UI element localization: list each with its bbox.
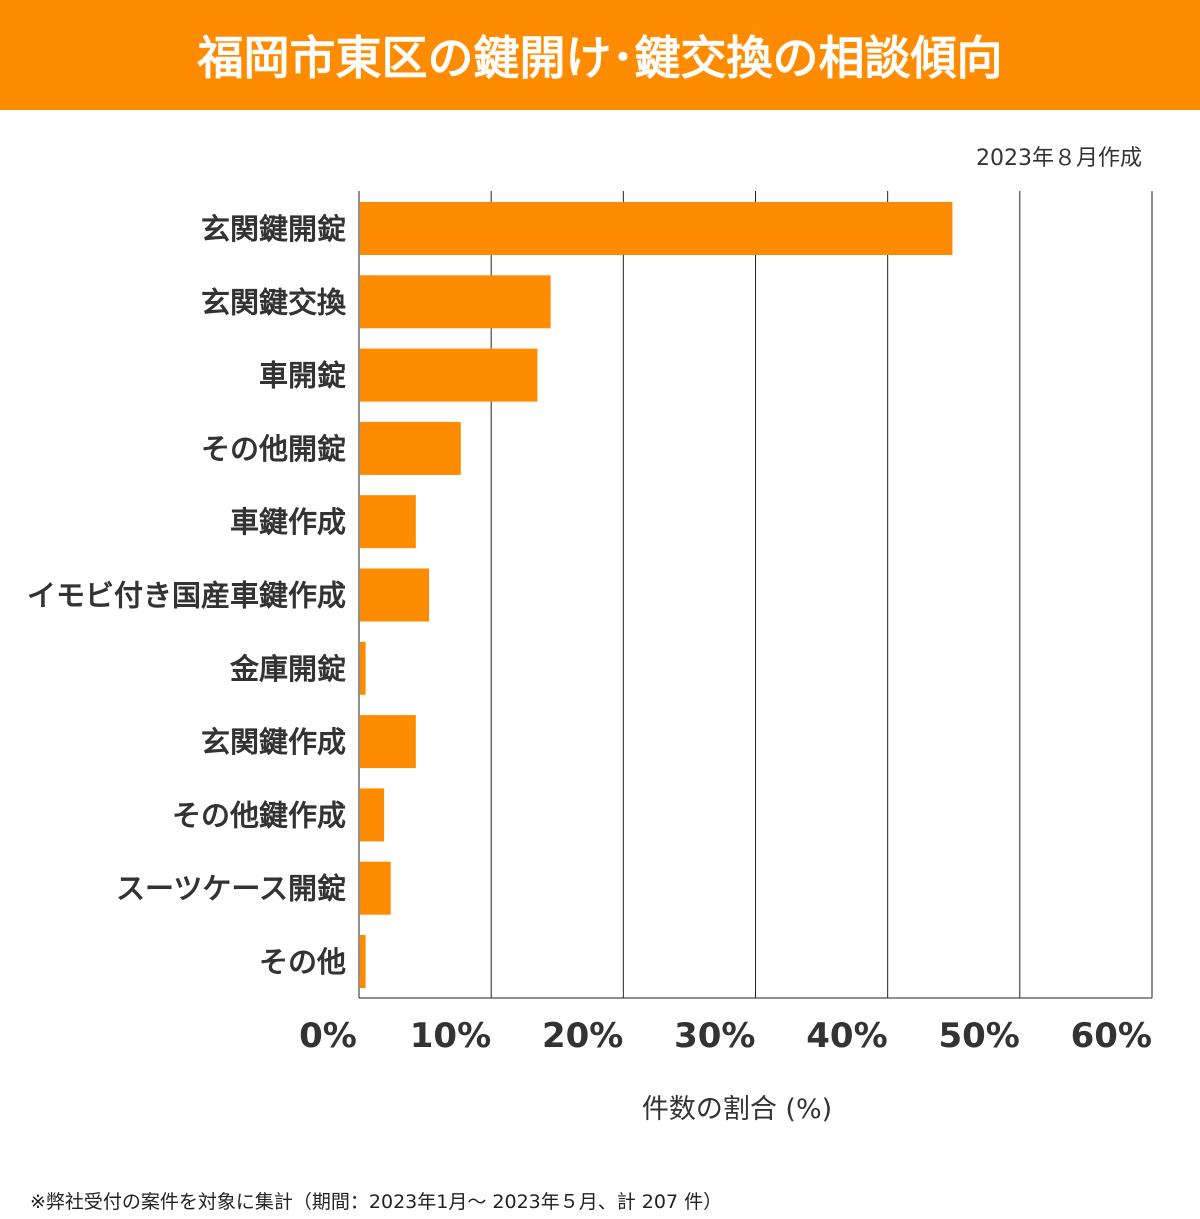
bar — [360, 935, 366, 988]
category-label: その他開錠 — [201, 432, 346, 466]
category-label: その他 — [259, 945, 346, 979]
chart-title: 福岡市東区の鍵開け･鍵交換の相談傾向 — [0, 0, 1200, 110]
x-tick-label: 10% — [410, 1016, 491, 1056]
category-label: 車開錠 — [259, 359, 346, 393]
date-note: 2023年８月作成 — [976, 146, 1142, 171]
x-axis-label: 件数の割合 (%) — [642, 1094, 832, 1125]
category-label: 金庫開錠 — [229, 652, 346, 686]
category-label: その他鍵作成 — [172, 798, 346, 832]
bar — [360, 788, 385, 842]
x-tick-label: 30% — [674, 1016, 755, 1056]
bar — [360, 421, 461, 475]
footnote: ※弊社受付の案件を対象に集計（期間：2023年1月～ 2023年５月、計 207… — [30, 1191, 723, 1213]
x-tick-label: 60% — [1071, 1016, 1152, 1056]
bar — [360, 568, 430, 622]
bar — [360, 202, 953, 255]
bar — [360, 275, 551, 329]
bar — [360, 495, 416, 549]
category-label: 玄関鍵開錠 — [201, 212, 346, 246]
x-tick-label: 50% — [938, 1016, 1019, 1056]
category-label: 車鍵作成 — [230, 505, 346, 539]
bar — [360, 641, 366, 695]
category-label: 玄関鍵作成 — [201, 725, 346, 759]
x-tick-label: 20% — [542, 1016, 623, 1056]
bar — [360, 861, 391, 915]
category-label: スーツケース開錠 — [116, 872, 346, 906]
bar — [360, 715, 416, 769]
category-label: イモビ付き国産車鍵作成 — [27, 579, 346, 613]
bar — [360, 348, 538, 402]
x-tick-label: 0% — [299, 1016, 357, 1056]
x-tick-label: 40% — [806, 1016, 887, 1056]
category-label: 玄関鍵交換 — [201, 285, 347, 319]
